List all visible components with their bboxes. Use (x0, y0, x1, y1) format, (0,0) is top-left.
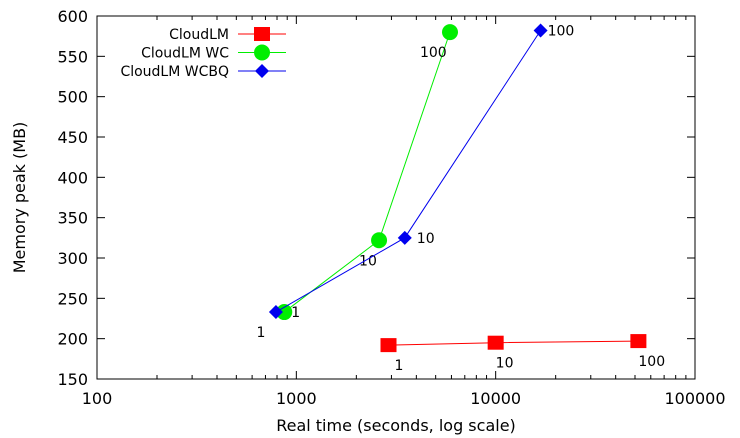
series-line-3 (275, 30, 541, 313)
data-point (630, 334, 647, 349)
point-label: 10 (359, 253, 377, 269)
data-point (371, 232, 388, 249)
y-tick-label: 150 (57, 370, 88, 389)
data-point (268, 305, 283, 320)
point-label: 100 (548, 24, 575, 40)
point-label: 100 (420, 45, 447, 61)
x-axis-label: Real time (seconds, log scale) (276, 416, 516, 435)
legend-marker (255, 64, 269, 78)
y-tick-label: 250 (57, 289, 88, 308)
y-tick-label: 500 (57, 88, 88, 107)
legend-label: CloudLM WCBQ (120, 64, 229, 80)
series-line-1 (388, 340, 639, 346)
x-tick-label: 10000 (470, 389, 521, 408)
y-tick-label: 550 (57, 47, 88, 66)
legend-marker (254, 44, 270, 61)
data-point (276, 304, 293, 321)
data-point (441, 24, 458, 41)
x-tick-label: 100000 (664, 389, 725, 408)
point-label: 1 (291, 305, 300, 321)
y-axis-label: Memory peak (MB) (10, 122, 29, 274)
x-tick-label: 100 (82, 389, 113, 408)
y-tick-label: 200 (57, 330, 88, 349)
point-label: 1 (256, 325, 265, 341)
y-tick-label: 600 (57, 7, 88, 26)
data-point (533, 23, 548, 38)
data-point (380, 338, 397, 353)
plot-frame (96, 15, 696, 380)
y-tick-label: 350 (57, 209, 88, 228)
x-tick-label: 1000 (276, 389, 317, 408)
y-tick-label: 300 (57, 249, 88, 268)
legend-marker (254, 27, 270, 41)
legend-label: CloudLM WC (141, 46, 229, 62)
series-line-2 (283, 31, 451, 313)
data-point (487, 335, 504, 350)
y-tick-label: 450 (57, 128, 88, 147)
point-label: 10 (417, 231, 435, 247)
y-tick-label: 400 (57, 168, 88, 187)
point-label: 1 (395, 358, 404, 374)
point-label: 100 (638, 354, 665, 370)
data-point (397, 230, 412, 245)
point-label: 10 (496, 356, 514, 372)
legend-label: CloudLM (169, 27, 229, 43)
